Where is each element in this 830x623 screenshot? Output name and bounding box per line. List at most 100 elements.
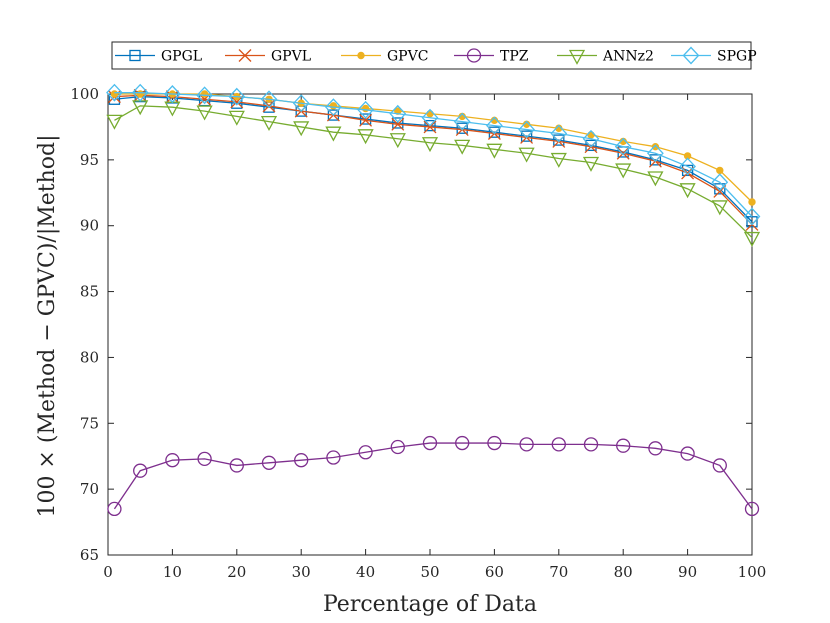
series-spgp (106, 83, 761, 226)
legend-label: GPVC (387, 49, 428, 65)
data-point-annz2 (357, 129, 374, 145)
y-axis: 65 70 75 80 85 90 95 100 (70, 85, 752, 564)
legend-label: GPVL (271, 49, 311, 65)
legend-item-gpvl: GPVL (225, 49, 311, 65)
data-point-gpvc (716, 166, 724, 175)
data-point-annz2 (421, 137, 439, 153)
data-point-gpgl (456, 122, 468, 134)
data-point-annz2 (711, 200, 728, 216)
data-point-spgp (743, 207, 761, 226)
legend-item-spgp: SPGP (671, 46, 757, 65)
data-point-tpz (551, 437, 566, 452)
data-point-annz2 (743, 231, 761, 247)
data-point-spgp (486, 116, 503, 135)
data-point-annz2 (228, 110, 245, 126)
data-point-tpz (519, 437, 534, 452)
data-point-tpz (680, 446, 695, 461)
data-point-spgp (421, 108, 439, 127)
data-point-annz2 (615, 163, 632, 179)
data-point-spgp (196, 86, 213, 105)
data-point-gpgl (553, 134, 565, 146)
x-tick-label: 0 (103, 563, 113, 581)
data-point-gpgl (392, 117, 404, 129)
x-tick-label: 80 (614, 563, 633, 581)
data-point-tpz (390, 439, 405, 455)
data-point-spgp (582, 129, 600, 148)
data-point-gpgl (488, 126, 501, 138)
data-point-tpz (358, 445, 373, 460)
x-tick-label: 40 (356, 563, 375, 581)
legend-marker-annz2 (568, 49, 586, 65)
legend-item-gpvc: GPVC (341, 49, 428, 65)
data-point-spgp (131, 83, 149, 102)
y-tick-label: 85 (80, 283, 99, 301)
y-tick-label: 70 (80, 480, 99, 498)
x-tick-label: 10 (163, 563, 182, 581)
legend-label: ANNz2 (602, 49, 654, 65)
data-point-gpvl (359, 113, 373, 127)
data-point-spgp (453, 112, 471, 131)
data-point-annz2 (293, 121, 310, 137)
data-point-spgp (357, 100, 374, 119)
legend-box (111, 41, 752, 70)
data-point-tpz (648, 441, 663, 456)
data-point-gpvc (329, 102, 338, 110)
data-point-gpvc (110, 90, 119, 98)
data-point-annz2 (679, 183, 696, 199)
data-point-tpz (487, 435, 502, 451)
legend-marker-gpgl (129, 49, 141, 62)
data-point-tpz (616, 438, 631, 453)
x-axis-label: Percentage of Data (323, 592, 537, 617)
series-tpz (107, 435, 760, 517)
y-tick-label: 95 (80, 151, 99, 169)
y-axis-label: 100 × (Method − GPVC)/|Method| (35, 134, 60, 517)
legend: GPGL GPVL GPVC TPZ ANNz2 SPGP (111, 41, 757, 70)
data-point-gpgl (520, 130, 533, 142)
data-point-tpz (197, 451, 212, 466)
plot-area (107, 93, 753, 556)
legend-label: TPZ (500, 49, 529, 65)
series-layer (106, 83, 761, 517)
legend-label: SPGP (717, 49, 757, 65)
y-tick-label: 80 (80, 348, 99, 366)
legend-marker-gpvl (238, 49, 252, 62)
data-point-spgp (164, 85, 181, 103)
x-tick-label: 100 (738, 563, 767, 581)
data-point-gpvl (423, 120, 437, 134)
data-point-tpz (133, 463, 148, 478)
x-tick-label: 70 (549, 563, 568, 581)
data-point-tpz (455, 435, 470, 451)
data-point-annz2 (389, 133, 406, 149)
x-tick-label: 60 (485, 563, 504, 581)
legend-item-annz2: ANNz2 (557, 49, 654, 65)
series-line-annz2 (114, 105, 753, 239)
data-point-gpgl (681, 164, 694, 177)
data-point-annz2 (164, 101, 181, 117)
data-point-gpgl (424, 119, 436, 132)
data-point-annz2 (325, 126, 342, 142)
data-point-spgp (614, 137, 632, 156)
data-point-spgp (550, 124, 568, 143)
data-point-spgp (325, 98, 342, 117)
series-line-spgp (114, 92, 753, 217)
data-point-annz2 (454, 139, 471, 155)
data-point-gpvl (262, 99, 276, 113)
data-point-tpz (744, 501, 760, 517)
legend-marker-gpvc (357, 51, 365, 60)
data-point-tpz (229, 458, 244, 473)
data-point-annz2 (196, 105, 213, 121)
x-tick-label: 50 (420, 563, 439, 581)
legend-item-gpgl: GPGL (115, 49, 202, 65)
data-point-gpvl (391, 117, 405, 131)
data-point-annz2 (582, 156, 600, 172)
data-point-tpz (583, 437, 599, 452)
data-point-annz2 (132, 100, 149, 116)
data-point-annz2 (486, 143, 503, 159)
y-tick-label: 90 (80, 217, 99, 235)
data-point-gpvc (200, 90, 209, 98)
data-point-gpvc (136, 90, 144, 98)
data-point-annz2 (647, 171, 664, 187)
data-point-tpz (712, 458, 727, 473)
y-tick-label: 65 (80, 546, 99, 564)
